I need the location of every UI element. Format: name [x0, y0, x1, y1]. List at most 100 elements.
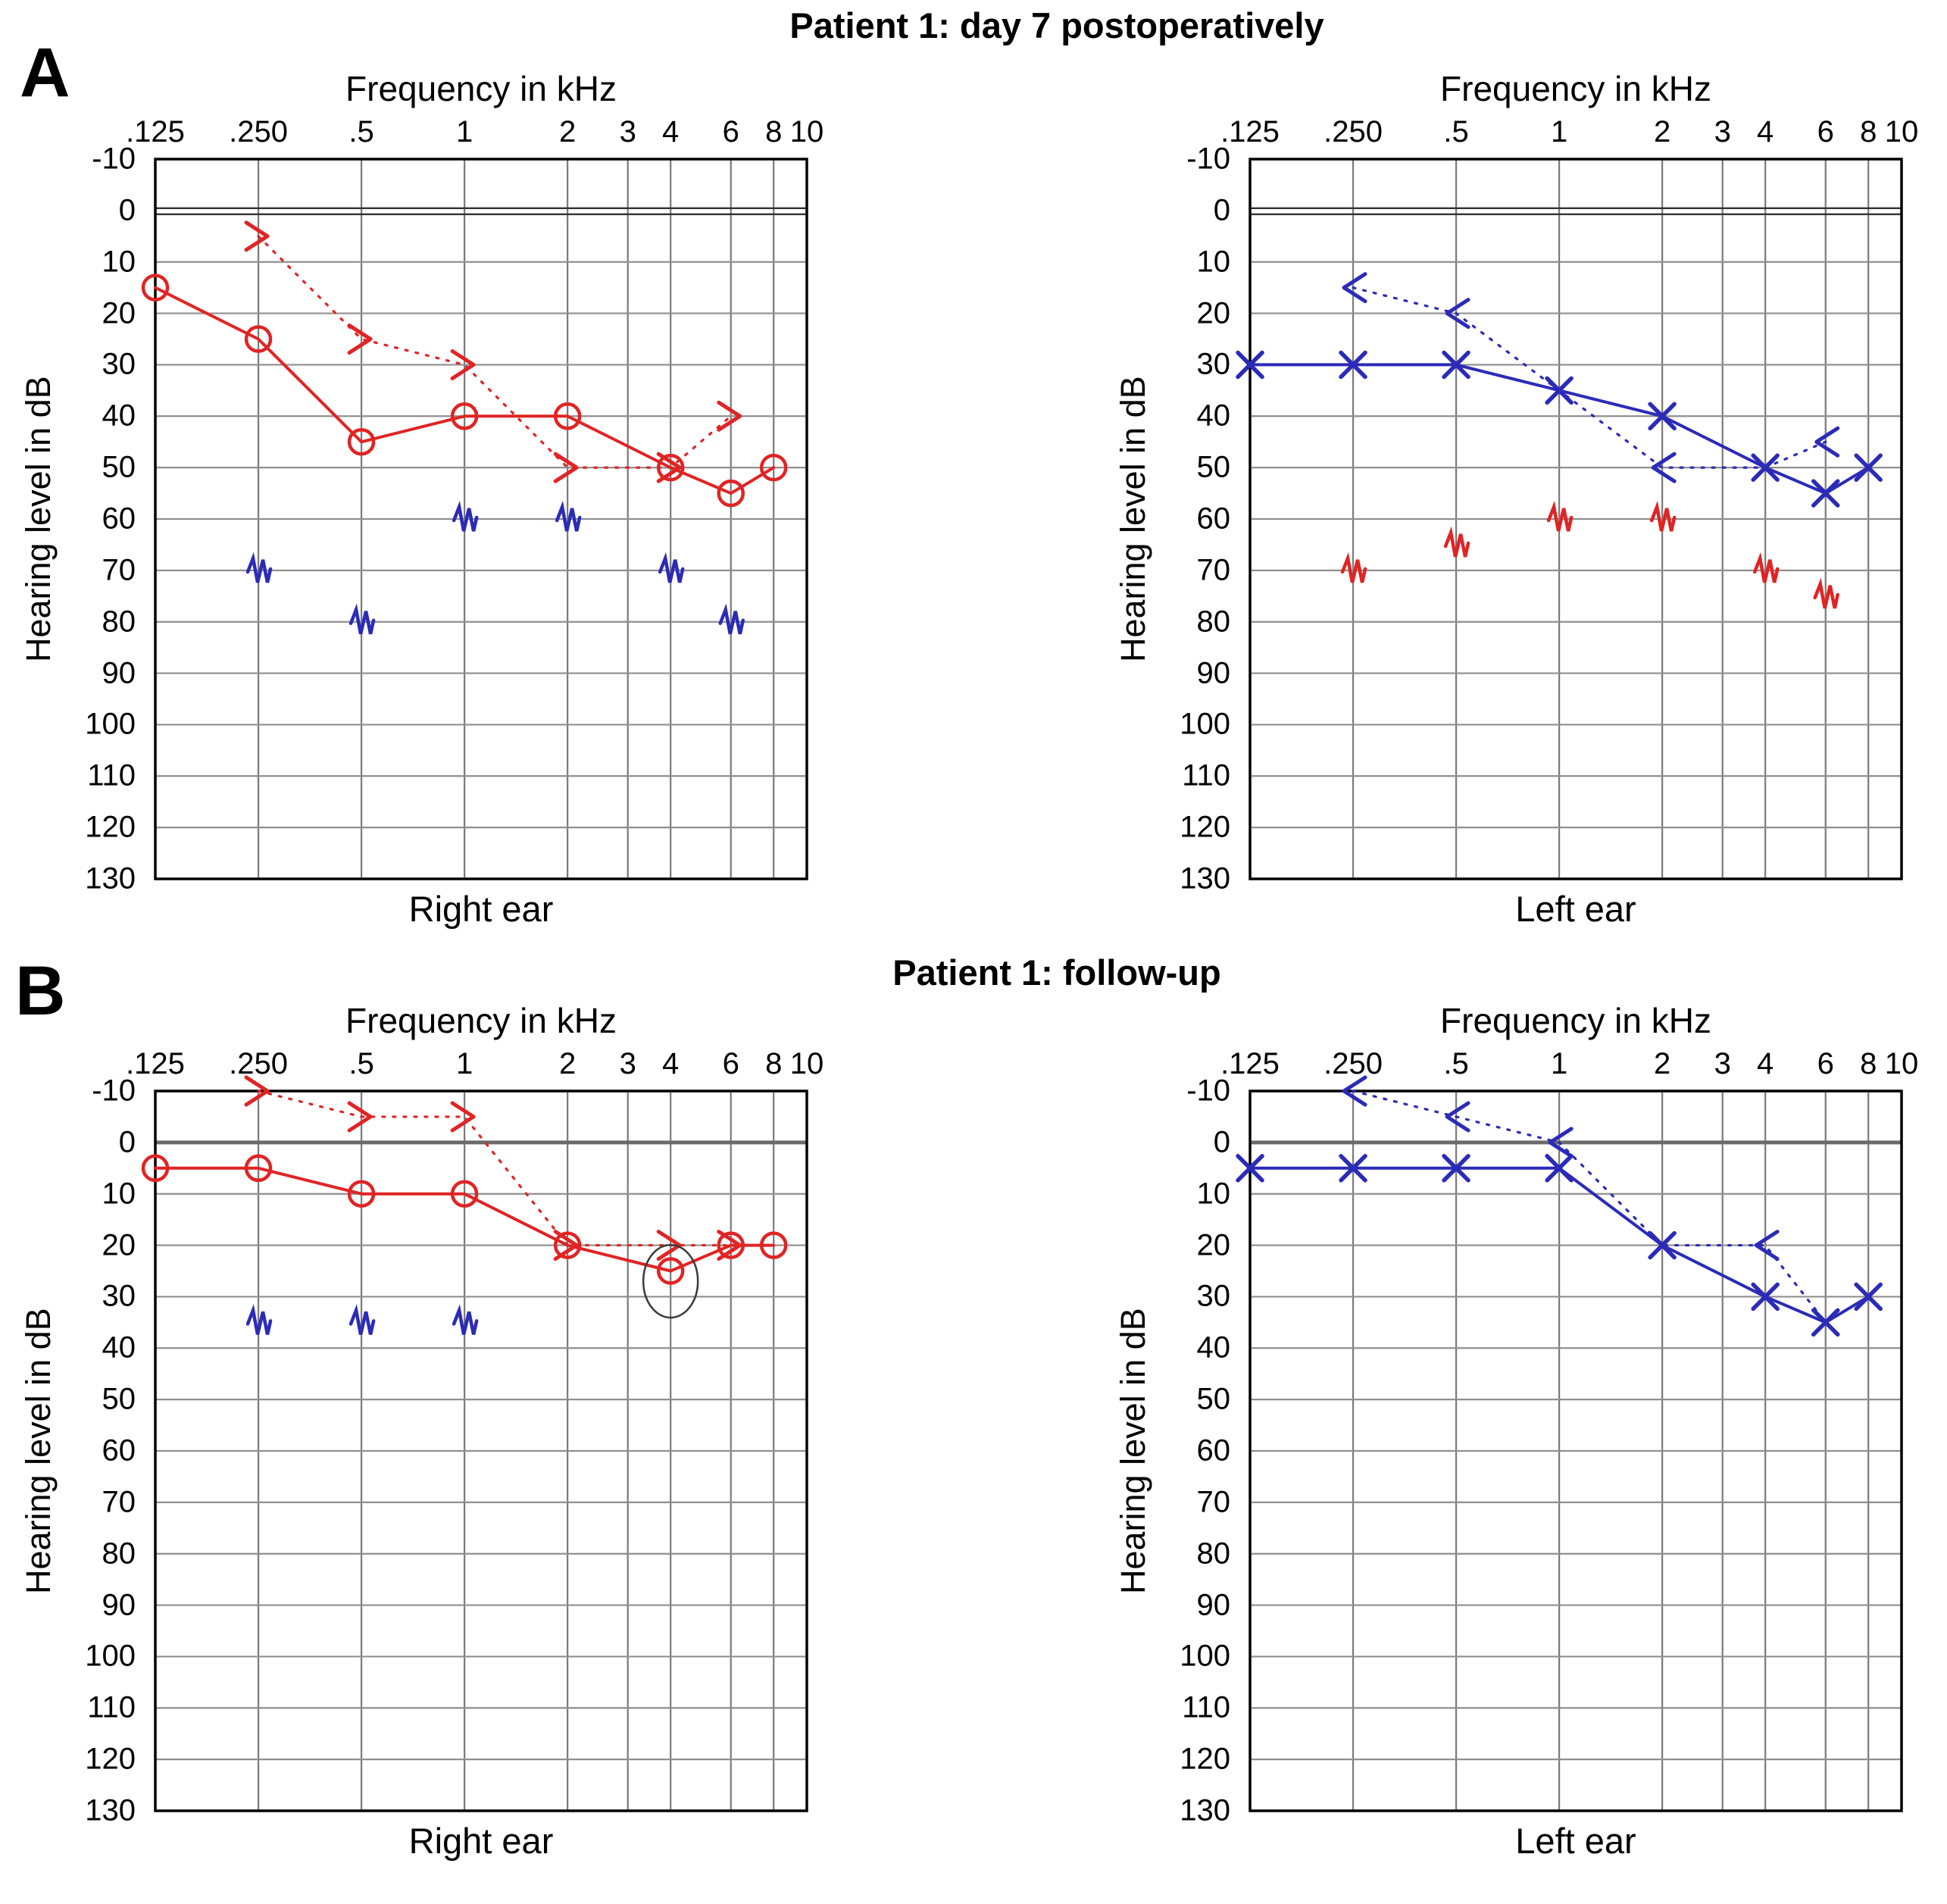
x-tick-label: 10	[1884, 1047, 1919, 1080]
series-masking-noise-contralateral	[1340, 500, 1839, 609]
x-tick-label: 6	[722, 115, 739, 149]
masking-noise-contralateral-marker	[348, 603, 376, 635]
y-tick-label: 90	[1196, 656, 1231, 690]
x-tick-label: 4	[662, 115, 680, 149]
y-tick-label: 40	[102, 399, 136, 433]
y-tick-label: 60	[1196, 502, 1231, 536]
y-tick-label: 80	[102, 605, 136, 639]
y-axis-tick-labels: -10 0 10 20 30 40 50 60 70 80 90 100 110 120 130	[72, 1074, 145, 1827]
series-air-conduction-right	[141, 274, 788, 508]
y-tick-label: 100	[1180, 1639, 1230, 1673]
air-conduction-left-marker	[1545, 1154, 1574, 1183]
y-tick-label: 80	[102, 1537, 136, 1571]
ear-label: Left ear	[1515, 1821, 1636, 1861]
x-tick-label: .250	[229, 1047, 288, 1080]
ear-label: Right ear	[408, 889, 554, 929]
x-tick-label: 4	[1757, 115, 1774, 149]
plot-area	[141, 158, 808, 880]
x-tick-label: 4	[1757, 1047, 1774, 1080]
air-conduction-right-marker	[347, 427, 376, 456]
y-tick-label: 100	[1180, 707, 1230, 741]
x-tick-label: 6	[1817, 115, 1834, 149]
masking-noise-contralateral-marker	[1443, 526, 1470, 558]
y-tick-label: 90	[102, 1588, 136, 1622]
masking-noise-contralateral-marker	[245, 1304, 273, 1335]
y-tick-label: 50	[102, 1382, 136, 1416]
audiogram-plot	[141, 1075, 808, 1812]
x-tick-label: 3	[619, 1047, 636, 1080]
air-conduction-left-marker	[1811, 1308, 1840, 1337]
y-axis-tick-labels: -10 0 10 20 30 40 50 60 70 80 90 100 110 120 130	[72, 142, 145, 896]
air-conduction-left-marker	[1236, 350, 1264, 380]
y-tick-label: 130	[1180, 1793, 1230, 1827]
y-tick-label: 70	[1196, 1485, 1231, 1519]
plot-area	[1236, 1075, 1903, 1812]
bone-conduction-right-marker	[347, 324, 373, 355]
masking-noise-contralateral-marker	[452, 1304, 479, 1335]
x-tick-label: .125	[1220, 115, 1280, 149]
audiogram-plot	[1236, 158, 1903, 880]
bone-conduction-right-marker	[553, 1230, 579, 1262]
x-tick-label: 8	[1860, 1047, 1877, 1080]
air-conduction-right-marker	[141, 274, 170, 302]
x-axis-title: Frequency in kHz	[345, 1001, 617, 1040]
air-conduction-right-marker	[759, 1231, 788, 1259]
y-tick-label: 20	[102, 296, 136, 330]
x-axis-tick-labels: .125 .250 .5 1 2 3 4 6 8 10	[1167, 115, 1947, 155]
panel-a-letter: A	[20, 34, 70, 111]
x-tick-label: 10	[1884, 115, 1919, 149]
ear-label: Right ear	[408, 1821, 554, 1861]
air-conduction-left-marker	[1648, 402, 1677, 431]
x-tick-label: .5	[1443, 115, 1469, 149]
bone-conduction-right-marker	[450, 1101, 476, 1133]
bone-conduction-right-marker	[347, 1101, 373, 1133]
bone-conduction-right-marker	[553, 452, 579, 483]
series-air-conduction-left	[1236, 1154, 1883, 1337]
y-tick-label: 10	[1196, 245, 1231, 279]
ear-label: Left ear	[1515, 889, 1636, 929]
air-conduction-left-marker	[1648, 1230, 1677, 1260]
bone-conduction-left-marker	[1548, 1127, 1574, 1158]
x-tick-label: 6	[722, 1047, 739, 1080]
air-conduction-right-marker	[553, 402, 582, 430]
audiogram-plot	[141, 158, 808, 880]
x-tick-label: .250	[229, 115, 288, 149]
series-bone-conduction-right	[244, 220, 742, 483]
plot-area	[141, 1075, 808, 1812]
x-tick-label: 4	[662, 1047, 680, 1080]
audiogram-plot	[1236, 1075, 1903, 1812]
air-conduction-left-marker	[1854, 1282, 1883, 1312]
y-tick-label: 40	[1196, 399, 1231, 433]
air-conduction-right-marker	[450, 1180, 479, 1208]
x-tick-label: 3	[619, 115, 636, 149]
x-tick-label: 1	[455, 1047, 473, 1080]
bone-conduction-right-marker	[244, 220, 270, 252]
x-tick-label: .5	[1443, 1047, 1469, 1080]
masking-noise-contralateral-marker	[1752, 552, 1780, 583]
y-tick-label: 90	[1196, 1588, 1231, 1622]
bone-conduction-left-marker	[1445, 1101, 1470, 1133]
masking-noise-contralateral-marker	[1340, 552, 1367, 583]
y-tick-label: 70	[102, 553, 136, 587]
y-tick-label: 120	[1180, 810, 1230, 844]
y-tick-label: 70	[1196, 553, 1231, 587]
y-tick-label: 10	[102, 1177, 136, 1211]
panel-a-title: Patient 1: day 7 postoperatively	[789, 5, 1324, 45]
y-tick-label: 120	[85, 810, 136, 844]
y-tick-label: 60	[1196, 1433, 1231, 1468]
y-tick-label: 110	[87, 758, 136, 793]
bone-conduction-left-marker	[1754, 1230, 1780, 1262]
y-tick-label: 90	[102, 656, 136, 690]
y-tick-label: 100	[85, 1639, 136, 1673]
y-tick-label: 130	[85, 1793, 136, 1827]
y-tick-label: 30	[102, 347, 136, 381]
y-tick-label: 110	[1182, 758, 1230, 793]
y-tick-label: 20	[1196, 1228, 1231, 1262]
y-tick-label: 20	[1196, 296, 1231, 330]
bone-conduction-left-marker	[1651, 452, 1677, 483]
x-axis-tick-labels: .125 .250 .5 1 2 3 4 6 8 10	[72, 115, 966, 155]
series-air-conduction-right	[141, 1154, 788, 1285]
air-conduction-left-marker	[1339, 350, 1367, 380]
y-tick-label: 50	[1196, 450, 1231, 484]
